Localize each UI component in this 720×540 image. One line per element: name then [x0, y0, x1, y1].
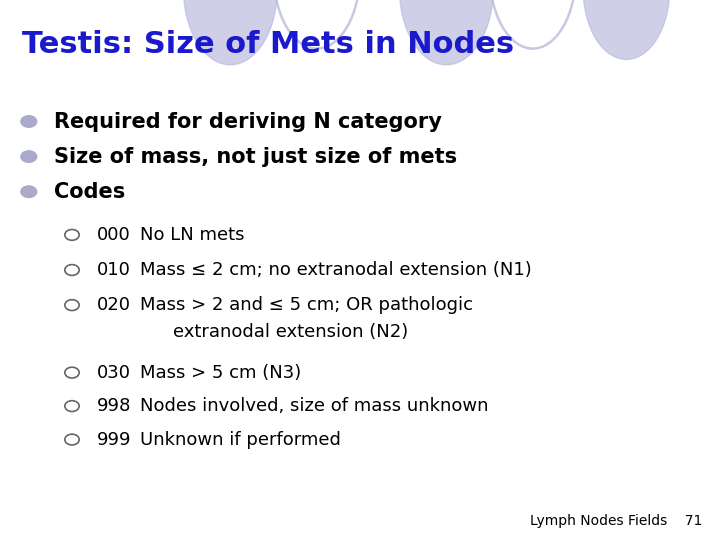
Text: 998: 998: [97, 397, 132, 415]
Text: Mass > 5 cm (N3): Mass > 5 cm (N3): [140, 363, 302, 382]
Text: extranodal extension (N2): extranodal extension (N2): [173, 323, 408, 341]
Text: 010: 010: [97, 261, 131, 279]
Text: Unknown if performed: Unknown if performed: [140, 430, 341, 449]
Text: Testis: Size of Mets in Nodes: Testis: Size of Mets in Nodes: [22, 30, 514, 59]
Text: Lymph Nodes Fields    71: Lymph Nodes Fields 71: [530, 514, 702, 528]
Ellipse shape: [184, 0, 277, 65]
Ellipse shape: [583, 0, 670, 59]
Circle shape: [20, 115, 37, 128]
Text: 030: 030: [97, 363, 131, 382]
Text: Nodes involved, size of mass unknown: Nodes involved, size of mass unknown: [140, 397, 489, 415]
Circle shape: [20, 185, 37, 198]
Circle shape: [20, 150, 37, 163]
Text: 020: 020: [97, 296, 131, 314]
Text: 000: 000: [97, 226, 131, 244]
Text: No LN mets: No LN mets: [140, 226, 245, 244]
Text: Size of mass, not just size of mets: Size of mass, not just size of mets: [54, 146, 457, 167]
Text: Codes: Codes: [54, 181, 125, 202]
Ellipse shape: [400, 0, 493, 65]
Text: Required for deriving N category: Required for deriving N category: [54, 111, 442, 132]
Text: Mass > 2 and ≤ 5 cm; OR pathologic: Mass > 2 and ≤ 5 cm; OR pathologic: [140, 296, 474, 314]
Text: 999: 999: [97, 430, 132, 449]
Text: Mass ≤ 2 cm; no extranodal extension (N1): Mass ≤ 2 cm; no extranodal extension (N1…: [140, 261, 532, 279]
